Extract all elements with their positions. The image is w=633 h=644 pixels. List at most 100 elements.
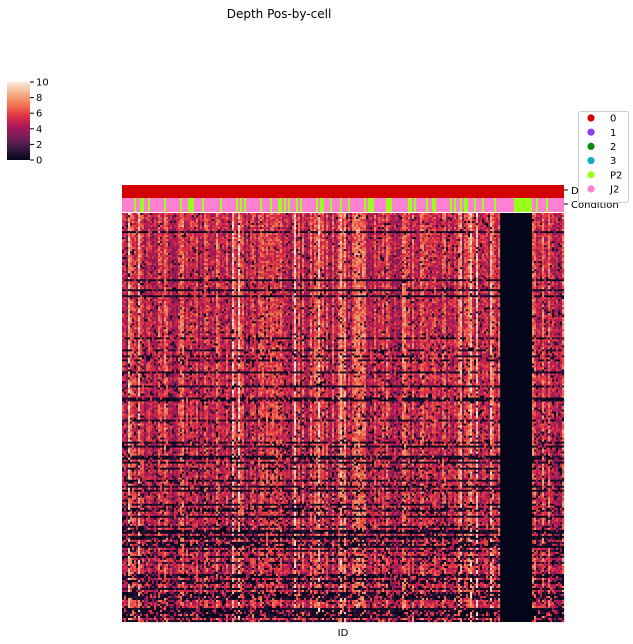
heatmap-cell bbox=[394, 233, 396, 235]
heatmap-cell bbox=[214, 215, 216, 217]
heatmap-cell bbox=[300, 229, 302, 231]
heatmap-cell bbox=[224, 223, 226, 225]
heatmap-cell bbox=[262, 245, 264, 247]
condition-track-cell bbox=[392, 198, 394, 212]
heatmap-cell bbox=[496, 215, 498, 217]
heatmap-cell bbox=[556, 221, 558, 223]
heatmap-cell bbox=[416, 217, 418, 219]
heatmap-cell bbox=[424, 235, 426, 237]
heatmap-cell bbox=[482, 223, 484, 225]
heatmap-cell bbox=[186, 245, 188, 247]
heatmap-cell bbox=[338, 221, 340, 223]
heatmap-cell bbox=[534, 225, 536, 227]
heatmap-cell bbox=[380, 217, 382, 219]
heatmap-cell bbox=[352, 227, 354, 229]
heatmap-cell bbox=[264, 221, 266, 223]
heatmap-cell bbox=[394, 237, 396, 239]
heatmap-cell bbox=[366, 241, 368, 243]
heatmap-cell bbox=[174, 215, 176, 217]
condition-track-cell bbox=[248, 198, 250, 212]
heatmap-cell bbox=[150, 243, 152, 245]
heatmap-cell bbox=[556, 213, 558, 215]
heatmap-cell bbox=[226, 237, 228, 239]
condition-track-cell bbox=[304, 198, 306, 212]
heatmap-cell bbox=[394, 227, 396, 229]
heatmap-cell bbox=[346, 227, 348, 229]
heatmap-cell bbox=[278, 233, 280, 235]
condition-track-cell bbox=[204, 198, 206, 212]
heatmap-cell bbox=[496, 223, 498, 225]
heatmap-cell bbox=[302, 227, 304, 229]
heatmap-cell bbox=[158, 227, 160, 229]
heatmap-cell bbox=[218, 213, 220, 215]
heatmap-cell bbox=[128, 245, 130, 247]
heatmap-cell bbox=[288, 217, 290, 219]
heatmap-cell bbox=[306, 215, 308, 217]
heatmap-cell bbox=[538, 225, 540, 227]
heatmap-cell bbox=[212, 243, 214, 245]
heatmap-cell bbox=[124, 219, 126, 221]
heatmap-cell bbox=[172, 233, 174, 235]
heatmap-cell bbox=[326, 225, 328, 227]
heatmap-cell bbox=[374, 241, 376, 243]
heatmap-cell bbox=[222, 245, 224, 247]
heatmap-cell bbox=[290, 237, 292, 239]
heatmap-cell bbox=[358, 227, 360, 229]
heatmap-cell bbox=[270, 245, 272, 247]
heatmap-cell bbox=[164, 215, 166, 217]
heatmap-cell bbox=[352, 213, 354, 215]
heatmap-cell bbox=[132, 221, 134, 223]
heatmap-cell bbox=[208, 245, 210, 247]
heatmap-cell bbox=[288, 239, 290, 241]
heatmap-cell bbox=[400, 227, 402, 229]
heatmap-cell bbox=[260, 217, 262, 219]
heatmap-cell bbox=[230, 243, 232, 245]
condition-track-cell bbox=[384, 198, 386, 212]
heatmap-cell bbox=[480, 235, 482, 237]
heatmap-cell bbox=[184, 227, 186, 229]
heatmap-cell bbox=[478, 229, 480, 231]
heatmap-cell bbox=[310, 243, 312, 245]
heatmap-cell bbox=[270, 215, 272, 217]
heatmap-cell bbox=[320, 215, 322, 217]
heatmap-cell bbox=[332, 219, 334, 221]
heatmap-cell bbox=[332, 227, 334, 229]
heatmap-cell bbox=[252, 237, 254, 239]
heatmap-cell bbox=[534, 221, 536, 223]
heatmap-cell bbox=[340, 239, 342, 241]
heatmap-cell bbox=[352, 231, 354, 233]
condition-track-cell bbox=[508, 198, 510, 212]
heatmap-cell bbox=[490, 225, 492, 227]
heatmap-cell bbox=[470, 235, 472, 237]
heatmap-cell bbox=[366, 237, 368, 239]
heatmap-cell bbox=[378, 225, 380, 227]
heatmap-cell bbox=[448, 243, 450, 245]
heatmap-cell bbox=[218, 237, 220, 239]
heatmap-cell bbox=[542, 229, 544, 231]
heatmap-cell bbox=[258, 229, 260, 231]
heatmap-cell bbox=[220, 229, 222, 231]
heatmap-cell bbox=[138, 217, 140, 219]
heatmap-cell bbox=[152, 217, 154, 219]
heatmap-cell bbox=[182, 219, 184, 221]
heatmap-cell bbox=[240, 217, 242, 219]
heatmap-cell bbox=[556, 219, 558, 221]
heatmap-cell bbox=[388, 239, 390, 241]
heatmap-cell bbox=[178, 233, 180, 235]
heatmap-cell bbox=[358, 221, 360, 223]
heatmap-cell bbox=[486, 215, 488, 217]
heatmap-cell bbox=[162, 235, 164, 237]
heatmap-cell bbox=[470, 223, 472, 225]
heatmap-cell bbox=[158, 223, 160, 225]
heatmap-cell bbox=[310, 237, 312, 239]
heatmap-cell bbox=[416, 215, 418, 217]
heatmap-cell bbox=[298, 217, 300, 219]
condition-track-cell bbox=[514, 198, 516, 212]
heatmap-cell bbox=[406, 217, 408, 219]
heatmap-cell bbox=[376, 237, 378, 239]
condition-track-cell bbox=[178, 198, 180, 212]
heatmap-cell bbox=[276, 239, 278, 241]
heatmap-cell bbox=[202, 215, 204, 217]
heatmap-cell bbox=[264, 215, 266, 217]
heatmap-cell bbox=[162, 217, 164, 219]
